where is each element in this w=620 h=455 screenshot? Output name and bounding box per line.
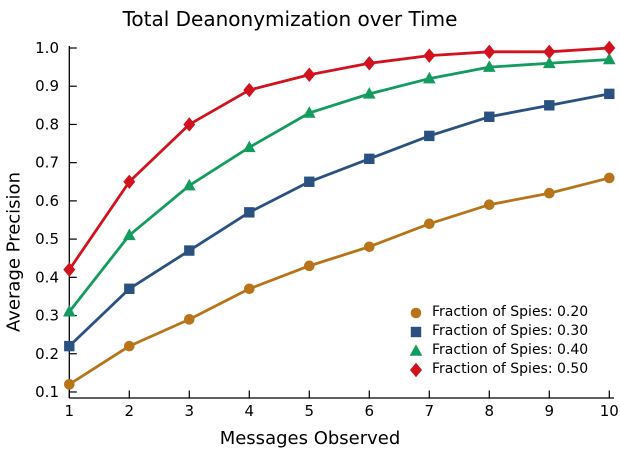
data-point-diamond (423, 48, 436, 63)
data-point-square (124, 283, 135, 294)
x-tick-label: 8 (485, 402, 495, 420)
data-point-diamond (183, 117, 196, 132)
y-tick-label: 0.1 (35, 383, 59, 401)
data-point-circle (244, 283, 255, 295)
data-point-triangle (183, 178, 196, 191)
data-point-triangle (423, 71, 436, 84)
x-tick-label: 3 (185, 402, 195, 420)
legend-item: Fraction of Spies: 0.40 (407, 341, 619, 360)
x-tick-label: 5 (305, 402, 315, 420)
y-tick-label: 0.9 (35, 77, 59, 95)
x-tick-label: 1 (65, 402, 75, 420)
data-point-diamond (123, 174, 136, 189)
data-point-circle (364, 241, 375, 253)
y-tick-label: 0.2 (35, 345, 59, 363)
y-axis-label: Average Precision (3, 172, 25, 332)
data-point-circle (64, 379, 75, 390)
data-point-circle (604, 172, 615, 184)
x-tick-label: 6 (365, 402, 375, 420)
x-tick-label: 2 (125, 402, 135, 420)
data-point-square (304, 176, 315, 187)
y-tick-label: 0.7 (35, 154, 59, 172)
legend-triangle-glyph (409, 343, 423, 356)
data-point-triangle (243, 140, 256, 153)
data-point-circle (544, 187, 555, 199)
x-tick-label: 4 (245, 402, 255, 420)
legend-diamond-glyph (410, 362, 422, 377)
y-tick-label: 1.0 (35, 39, 59, 57)
data-point-diamond (363, 56, 376, 71)
x-tick-label: 7 (425, 402, 435, 420)
data-point-diamond (303, 67, 316, 82)
legend-item-label: Fraction of Spies: 0.40 (432, 342, 589, 358)
legend-diamond-icon (410, 362, 422, 377)
x-tick-label: 10 (600, 402, 619, 420)
legend: Fraction of Spies: 0.20 Fraction of Spies… (407, 303, 619, 379)
data-point-diamond (483, 44, 496, 60)
series-line-3 (67, 46, 611, 272)
x-tick-label: 9 (545, 402, 555, 420)
data-point-diamond (243, 82, 256, 98)
legend-circle-icon (410, 307, 422, 318)
legend-square-icon (410, 326, 422, 337)
data-point-triangle (543, 56, 556, 69)
x-axis-label: Messages Observed (219, 428, 401, 449)
chart-title: Total Deanonymization over Time (122, 7, 458, 31)
y-tick-label: 0.6 (35, 192, 59, 210)
data-point-square (184, 245, 195, 256)
series-line-2 (67, 58, 611, 314)
y-tick-label: 0.8 (35, 115, 59, 133)
data-point-diamond (603, 40, 616, 56)
data-point-square (484, 111, 495, 122)
data-point-triangle (123, 228, 136, 241)
data-point-circle (424, 218, 435, 230)
y-tick-label: 0.5 (35, 230, 59, 248)
series-line-0 (67, 176, 611, 386)
legend-circle-glyph (410, 307, 422, 318)
data-point-triangle (363, 87, 376, 99)
data-point-square (544, 100, 555, 111)
data-point-triangle (603, 52, 616, 65)
legend-triangle-icon (409, 343, 423, 356)
legend-item-label: Fraction of Spies: 0.30 (432, 323, 589, 339)
legend-item: Fraction of Spies: 0.50 (407, 360, 619, 379)
data-point-triangle (63, 304, 76, 317)
series-line-1 (67, 92, 611, 348)
data-point-diamond (63, 262, 76, 277)
data-point-triangle (483, 60, 496, 72)
legend-item: Fraction of Spies: 0.20 (407, 303, 619, 322)
y-tick-label: 0.4 (35, 268, 59, 286)
data-point-circle (184, 314, 195, 325)
data-point-circle (124, 340, 135, 352)
legend-square-glyph (410, 326, 422, 337)
data-point-square (424, 130, 435, 142)
data-point-square (364, 153, 375, 165)
legend-item-label: Fraction of Spies: 0.20 (432, 304, 589, 320)
legend-item: Fraction of Spies: 0.30 (407, 322, 619, 341)
data-point-square (244, 207, 255, 218)
data-point-circle (484, 199, 495, 211)
y-tick-label: 0.3 (35, 307, 59, 325)
data-point-square (64, 340, 75, 352)
data-point-triangle (303, 106, 316, 118)
data-point-square (604, 88, 615, 100)
data-point-circle (304, 260, 315, 272)
data-point-diamond (543, 44, 556, 60)
legend-item-label: Fraction of Spies: 0.50 (432, 361, 589, 377)
